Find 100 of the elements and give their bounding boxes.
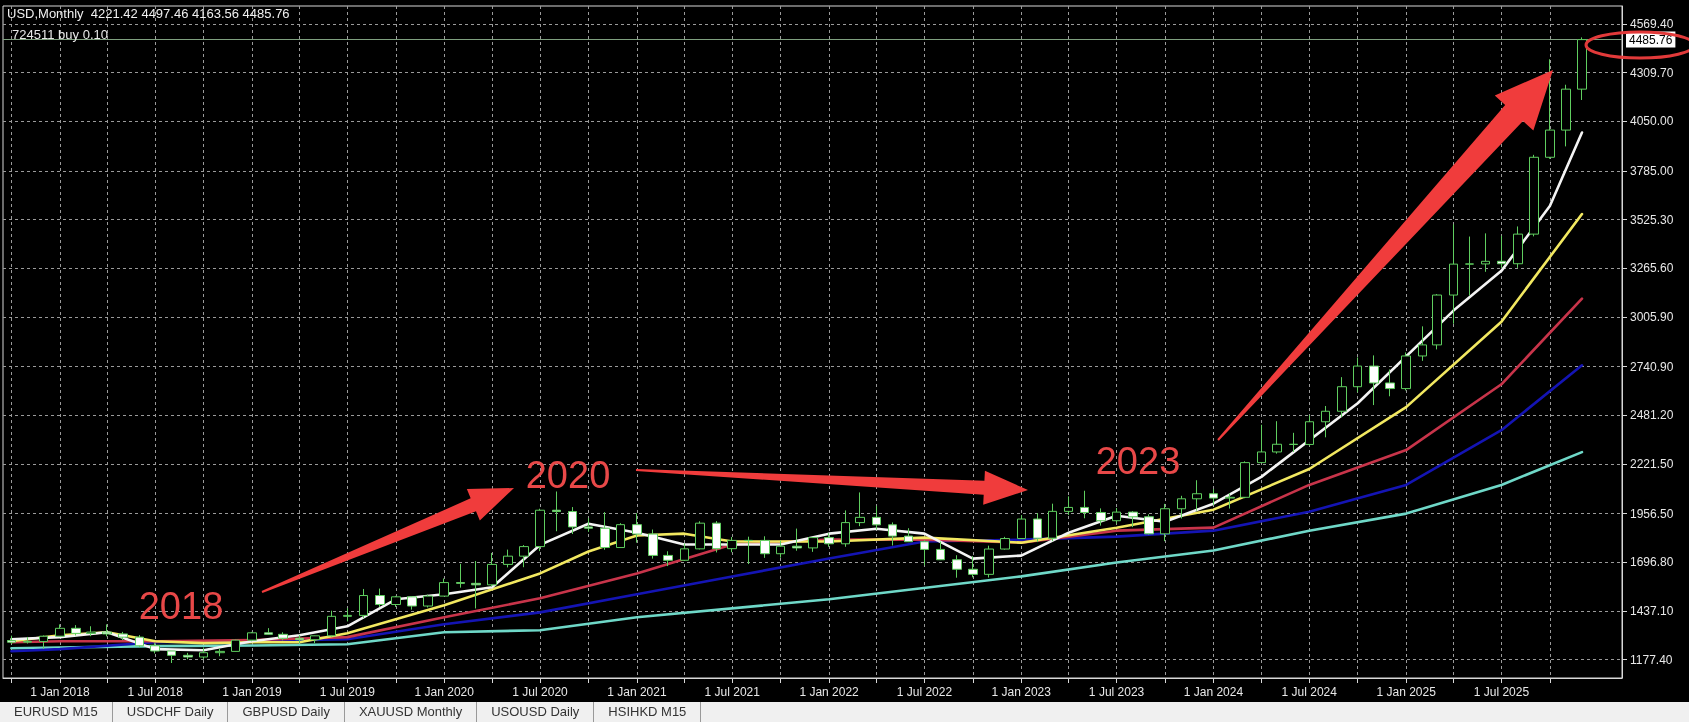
candlestick [1577, 36, 1587, 101]
candlestick [1144, 513, 1154, 535]
x-tick-label: 1 Jul 2019 [319, 685, 376, 699]
candlestick [632, 512, 642, 544]
candlestick [1225, 492, 1235, 510]
candlestick [55, 623, 65, 637]
candlestick [247, 631, 257, 642]
candlestick [600, 511, 610, 551]
text: EURUSD M15 [0, 702, 113, 722]
candlestick [86, 625, 96, 637]
y-tick-label: 2221.50 [1630, 457, 1674, 472]
annotation: 724511 buy 0.10 [12, 26, 108, 42]
text: XAUUSD Monthly [344, 702, 478, 722]
x-tick-label: 1 Jan 2022 [799, 685, 860, 699]
candlestick [936, 541, 945, 561]
candlestick [1545, 58, 1555, 160]
candlestick [568, 506, 577, 535]
chart-title: USD,Monthly 4221.42 4497.46 4163.56 4485.76 [7, 6, 290, 21]
candlestick [1497, 235, 1506, 269]
candlestick [1561, 84, 1571, 147]
candlestick [199, 646, 208, 660]
candlestick [1369, 354, 1379, 406]
candlestick [1000, 536, 1010, 551]
candlestick [1240, 460, 1250, 499]
candlestick [1401, 351, 1411, 391]
candlestick [792, 528, 802, 552]
candlestick [1177, 495, 1186, 519]
candlestick [1449, 223, 1458, 325]
candlestick [552, 490, 561, 532]
x-tick-label: 1 Jul 2023 [1088, 685, 1145, 699]
candlestick [648, 529, 658, 560]
candlestick [872, 505, 881, 531]
candlestick [1353, 356, 1362, 393]
candlestick [1192, 479, 1202, 512]
candlestick [1513, 225, 1523, 269]
candlestick [855, 491, 865, 527]
annotation: 2018 [138, 585, 224, 627]
x-tick-label: 1 Jul 2024 [1281, 685, 1338, 699]
y-tick-label: 2481.20 [1630, 408, 1674, 423]
candlestick [118, 631, 128, 641]
candlestick [952, 554, 962, 579]
candlestick [776, 539, 785, 559]
candlestick [680, 542, 689, 562]
y-tick-label: 1177.40 [1630, 652, 1673, 667]
y-tick-label: 4569.40 [1630, 16, 1674, 31]
candlestick [1257, 424, 1266, 464]
candlestick [1017, 514, 1026, 540]
candlestick [310, 635, 320, 644]
x-tick-label: 1 Jan 2023 [991, 685, 1052, 699]
ref-line-label: 4485.76 [1629, 32, 1673, 47]
y-tick-label: 3525.30 [1630, 212, 1674, 227]
candlestick [487, 552, 497, 588]
candlestick [503, 549, 513, 568]
candlestick [183, 652, 193, 660]
candlestick [135, 634, 144, 648]
x-tick-label: 1 Jul 2021 [704, 685, 761, 699]
text: GBPUSD Daily [228, 702, 345, 722]
y-tick-label: 1437.10 [1630, 604, 1674, 619]
candlestick [1064, 495, 1073, 516]
candlestick [984, 545, 994, 579]
candlestick [231, 639, 240, 653]
candlestick [1289, 432, 1298, 453]
candlestick [695, 520, 705, 550]
x-tick-label: 1 Jul 2020 [512, 685, 569, 699]
candlestick [264, 627, 273, 636]
candlestick [663, 550, 673, 567]
candlestick [1128, 510, 1138, 528]
x-tick-label: 1 Jul 2025 [1473, 685, 1530, 699]
y-tick-label: 1956.50 [1630, 506, 1674, 521]
candlestick [215, 648, 225, 657]
candlestick [841, 509, 850, 548]
candlestick [1209, 488, 1218, 506]
candlestick [1337, 376, 1347, 418]
candlestick [760, 535, 770, 559]
candlestick [1096, 507, 1106, 527]
candlestick [904, 527, 913, 543]
y-tick-label: 3265.60 [1630, 261, 1674, 276]
y-tick-label: 4309.70 [1630, 65, 1674, 80]
candlestick [888, 521, 897, 546]
candlestick [391, 595, 401, 608]
candlestick [1418, 325, 1427, 362]
candlestick [439, 577, 449, 597]
candlestick [375, 588, 385, 608]
candlestick [519, 544, 529, 568]
candlestick [407, 595, 417, 611]
candlestick [423, 594, 433, 609]
x-tick-label: 1 Jan 2021 [607, 685, 667, 699]
y-tick-label: 1696.80 [1630, 555, 1674, 570]
candlestick [343, 607, 352, 622]
candlestick [1385, 368, 1395, 397]
candlestick [920, 539, 929, 566]
candlestick [1272, 420, 1282, 455]
x-tick-label: 1 Jan 2025 [1376, 685, 1437, 699]
candlestick [824, 532, 834, 548]
candlestick [1112, 507, 1121, 525]
y-tick-label: 2740.90 [1630, 359, 1674, 374]
x-tick-label: 1 Jul 2022 [896, 685, 953, 699]
candlestick [1080, 490, 1089, 519]
candlestick [327, 610, 336, 638]
candlestick [808, 536, 818, 553]
